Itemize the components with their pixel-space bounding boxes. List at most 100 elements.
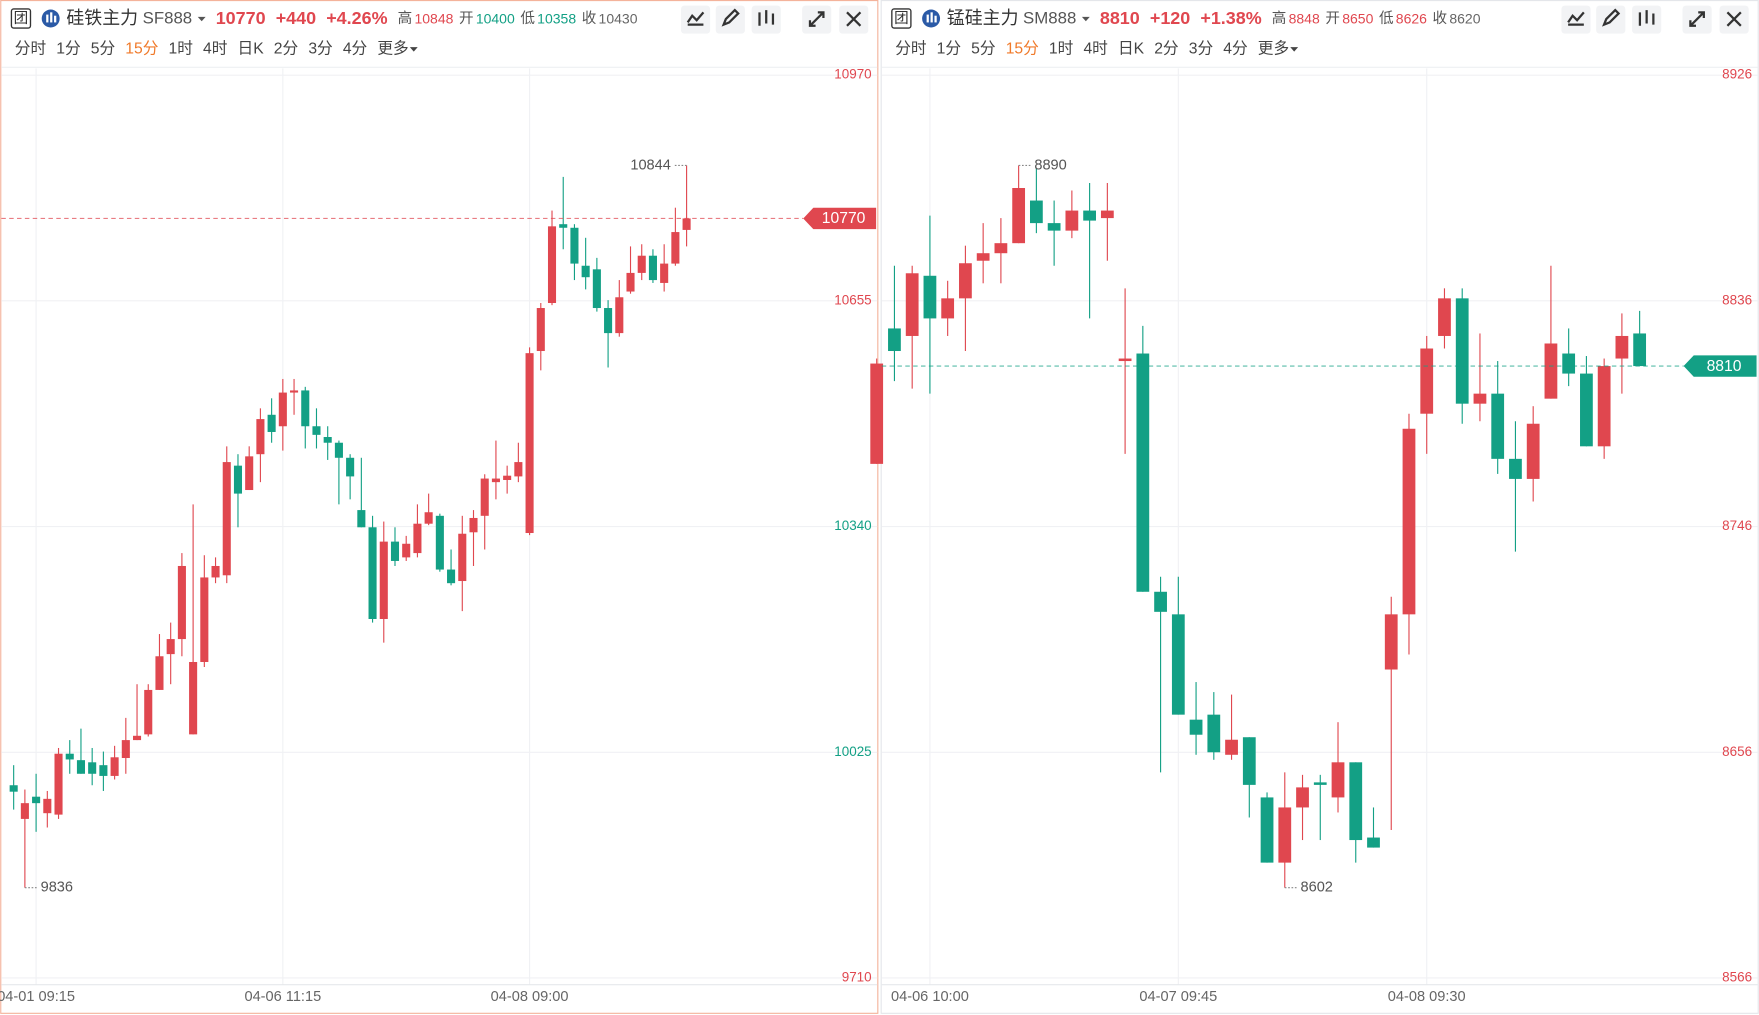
tool-icon	[1689, 11, 1705, 27]
period-tab[interactable]: 2分	[1154, 39, 1179, 57]
candle-body	[592, 269, 601, 309]
period-tab[interactable]: 日K	[238, 40, 265, 57]
candle-body	[514, 462, 523, 477]
period-tab[interactable]: 分时	[895, 39, 927, 57]
candle-body	[99, 765, 108, 776]
candle-body	[65, 753, 74, 760]
tool-icon	[758, 10, 775, 26]
candle-body	[402, 543, 411, 558]
candle-body	[491, 478, 500, 483]
candle-body	[1225, 739, 1238, 755]
marker-label: 8602	[1300, 880, 1332, 896]
candle-body	[132, 735, 142, 741]
period-tab[interactable]: 1分	[937, 39, 962, 57]
marker-label: 10844	[630, 157, 671, 173]
tool-button[interactable]	[715, 5, 745, 34]
logo-bar	[46, 14, 49, 23]
y-tick-label: 8746	[1722, 518, 1752, 533]
instrument-code: SM888	[1023, 9, 1076, 28]
tool-icon	[846, 11, 862, 27]
period-tab[interactable]: 更多	[377, 39, 408, 57]
candle-body	[447, 569, 456, 584]
period-tab[interactable]: 4时	[203, 39, 228, 57]
last-price-label: 8810	[1707, 358, 1742, 375]
y-tick-label: 8656	[1722, 744, 1752, 759]
stat-value: 8848	[1289, 10, 1320, 26]
stat-value: 8626	[1396, 10, 1427, 26]
y-tick-label: 10025	[834, 744, 871, 759]
candle-body	[547, 226, 557, 304]
candle-body	[121, 740, 130, 759]
period-tab[interactable]: 15分	[125, 39, 158, 57]
candle-body	[200, 577, 209, 662]
candle-body	[1012, 187, 1026, 244]
x-tick-label: 04-08 09:00	[491, 989, 569, 1005]
period-tab[interactable]: 5分	[91, 39, 116, 57]
change: +440	[276, 8, 316, 28]
candle-body	[648, 255, 657, 281]
more-caret[interactable]	[1290, 47, 1299, 52]
candle-body	[1331, 762, 1345, 798]
period-tab[interactable]: 1分	[56, 39, 81, 57]
candle-body	[994, 243, 1008, 254]
period-tab[interactable]: 4时	[1083, 39, 1108, 57]
candle-body	[189, 661, 198, 735]
dropdown-caret[interactable]	[197, 16, 206, 22]
stat-label: 开	[1325, 11, 1340, 27]
stat-label: 高	[398, 10, 413, 27]
y-tick-label: 10970	[834, 67, 871, 82]
candle-body	[905, 273, 919, 336]
tool-icon	[808, 11, 825, 27]
change-pct: +4.26%	[326, 8, 387, 28]
candle-body	[1260, 797, 1274, 863]
tool-icon	[1726, 11, 1742, 27]
x-tick-label: 04-08 09:30	[1388, 989, 1466, 1005]
candle-body	[626, 272, 635, 292]
y-tick-label: 9710	[842, 970, 872, 985]
last-price-tag	[1683, 355, 1757, 377]
badge-box	[10, 8, 32, 29]
instrument-name: 锰硅主力	[947, 8, 1019, 28]
candle-body	[424, 512, 433, 524]
candle-body	[1136, 353, 1150, 592]
change-pct: +1.38%	[1200, 8, 1261, 28]
candle-body	[570, 227, 579, 264]
period-tab[interactable]: 1时	[169, 39, 194, 57]
candle-body	[256, 419, 265, 455]
candle-body	[166, 639, 175, 655]
dropdown-caret[interactable]	[1081, 16, 1090, 22]
candle-body	[1047, 223, 1061, 231]
more-caret[interactable]	[409, 47, 418, 52]
period-tab[interactable]: 日K	[1118, 40, 1145, 57]
y-tick-label: 8926	[1722, 67, 1752, 82]
logo-bar	[926, 14, 929, 23]
candle-body	[334, 442, 343, 458]
period-tab[interactable]: 5分	[971, 39, 996, 57]
period-tab[interactable]: 1时	[1049, 39, 1074, 57]
period-tab[interactable]: 3分	[1189, 39, 1214, 57]
period-tab[interactable]: 3分	[308, 39, 333, 57]
period-tab[interactable]: 4分	[1223, 39, 1248, 57]
tool-icon	[686, 11, 705, 26]
period-tab[interactable]: 15分	[1006, 39, 1039, 57]
candle-body	[245, 456, 254, 491]
candle-body	[559, 224, 568, 228]
candle-body	[976, 253, 990, 261]
tool-button[interactable]	[1596, 5, 1626, 34]
period-tab[interactable]: 2分	[274, 39, 299, 57]
candle-body	[525, 353, 534, 534]
candle-body	[76, 760, 85, 774]
period-tab[interactable]: 分时	[15, 39, 47, 57]
candle-body	[1242, 737, 1256, 785]
period-tab[interactable]: 4分	[343, 39, 368, 57]
candle-body	[581, 265, 590, 278]
candle-body	[536, 308, 545, 352]
period-tab[interactable]: 更多	[1258, 39, 1289, 57]
candle-body	[1438, 298, 1451, 336]
badge: 团	[14, 11, 29, 27]
candle-body	[301, 390, 310, 427]
candle-body	[458, 533, 467, 582]
logo-bar	[934, 15, 937, 23]
